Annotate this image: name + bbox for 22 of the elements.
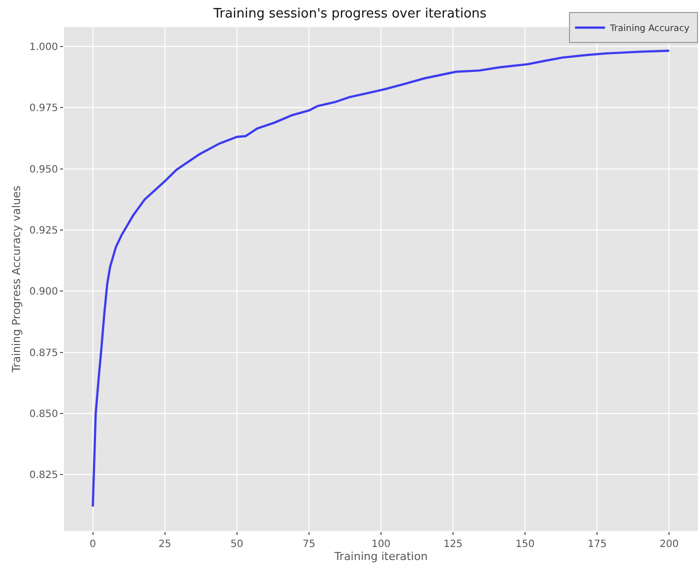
x-tick-label: 100 (371, 539, 391, 550)
y-axis-title: Training Progress Accuracy values (10, 185, 24, 374)
x-tick-label: 75 (302, 539, 316, 550)
x-tick-label: 200 (660, 539, 679, 550)
y-tick-label: 0.850 (29, 409, 58, 420)
chart-title: Training session's progress over iterations (212, 6, 487, 22)
x-tick-label: 50 (230, 539, 244, 550)
y-tick-label: 0.925 (29, 226, 58, 237)
y-tick-label: 0.975 (29, 103, 58, 114)
y-tick-label: 1.000 (29, 42, 58, 54)
y-tick-label: 0.875 (29, 348, 58, 359)
x-tick-label: 25 (158, 539, 172, 550)
x-axis-title: Training iteration (333, 550, 428, 563)
x-tick-label: 125 (444, 539, 463, 550)
legend-label: Training Accuracy (609, 24, 690, 34)
x-tick-label: 150 (516, 539, 535, 550)
y-tick-label: 0.900 (29, 286, 58, 298)
x-tick-label: 175 (588, 539, 607, 550)
y-tick-label: 0.950 (29, 164, 58, 176)
line-series (92, 50, 670, 508)
x-tick-label: 0 (90, 539, 96, 550)
y-tick-label: 0.825 (29, 470, 58, 482)
